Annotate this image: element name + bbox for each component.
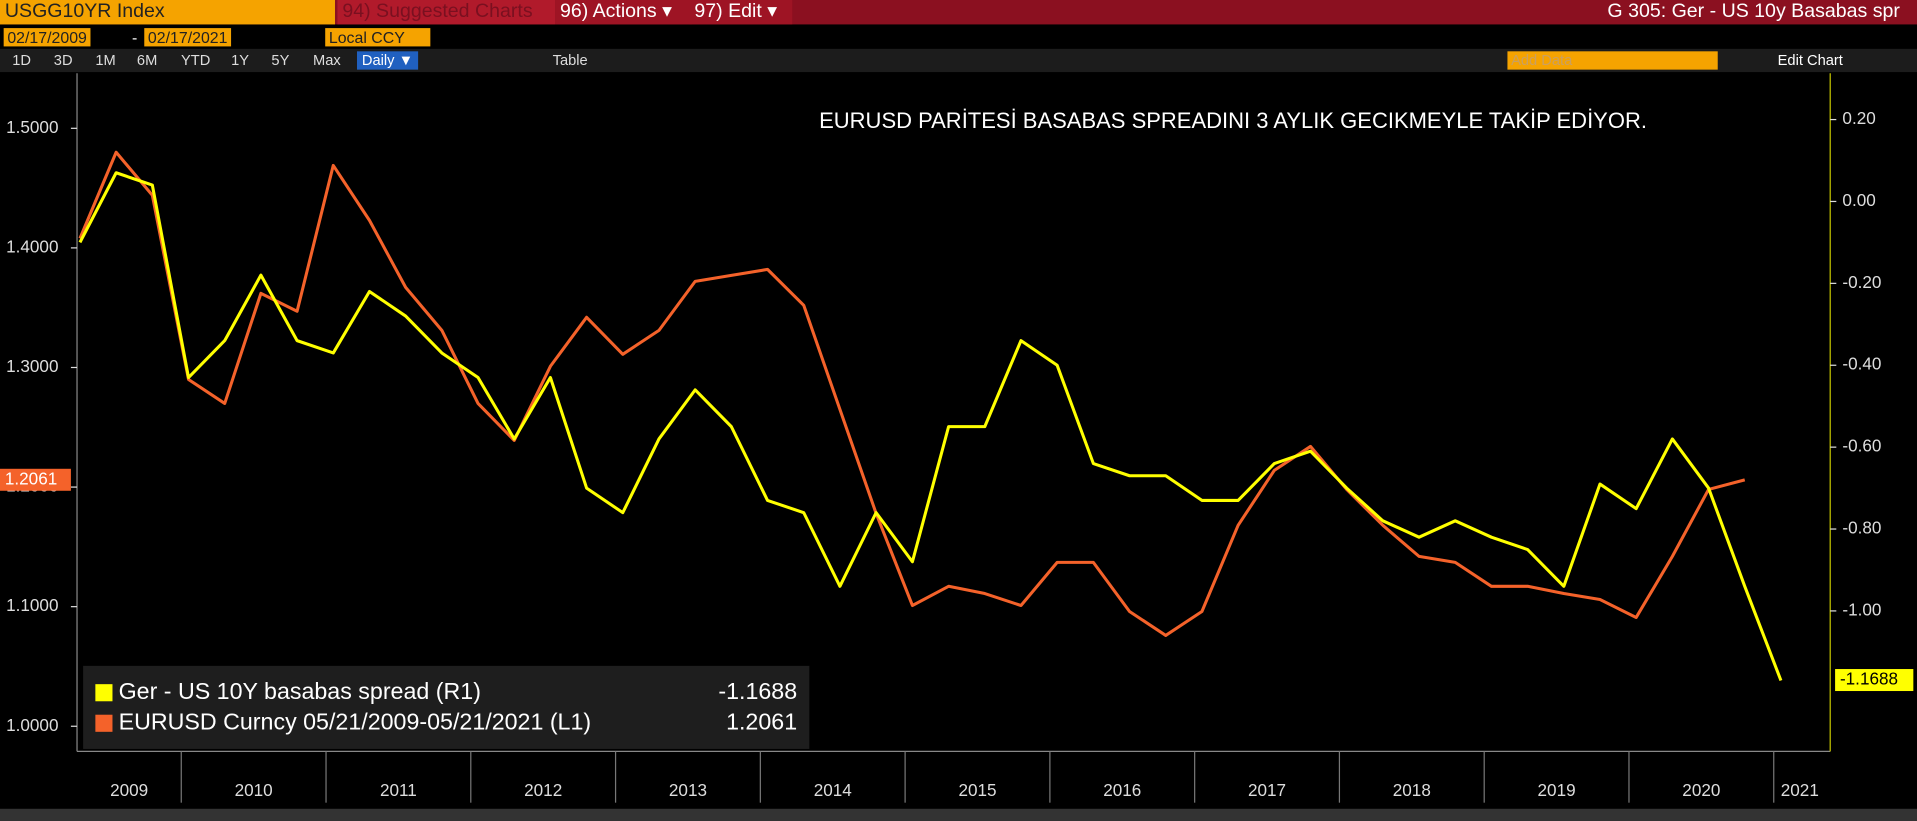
x-tick-label: 2019 <box>1538 781 1576 800</box>
period-button[interactable]: 5Y <box>271 51 290 69</box>
x-tick-label: 2010 <box>235 781 273 800</box>
ticker[interactable]: USGG10YR Index <box>0 0 335 25</box>
date-sep: - <box>132 28 138 47</box>
x-tick-label: 2009 <box>110 781 148 800</box>
x-tick-label: 2020 <box>1682 781 1720 800</box>
series-line <box>78 150 1746 637</box>
menu-item[interactable]: 94) Suggested Charts <box>337 0 556 25</box>
y-tick-label: 1.1000 <box>6 596 58 615</box>
x-tick-label: 2013 <box>669 781 707 800</box>
y2-tick-label: -0.60 <box>1842 437 1881 456</box>
legend-box <box>83 665 810 749</box>
x-tick-label: 2021 <box>1781 781 1819 800</box>
x-tick-label: 2011 <box>380 781 417 800</box>
start-date[interactable]: 02/17/2009 <box>3 28 91 47</box>
x-axis-band <box>0 751 1917 807</box>
y2-tick-label: -0.40 <box>1842 355 1881 374</box>
end-date[interactable]: 02/17/2021 <box>144 28 232 47</box>
chart-title: G 305: Ger - US 10y Basabas spr <box>1607 1 1900 22</box>
value-tag-label: 1.2061 <box>5 469 57 488</box>
date-bar <box>0 25 1917 48</box>
table-button[interactable]: Table <box>552 51 588 69</box>
y-tick-label: 1.4000 <box>6 237 58 256</box>
annotation: EURUSD PARİTESİ BASABAS SPREADINI 3 AYLI… <box>819 108 1647 133</box>
legend-swatch <box>95 684 113 702</box>
period-button[interactable]: Max <box>312 51 341 69</box>
y2-tick-label: -1.00 <box>1842 600 1881 619</box>
x-tick-label: 2018 <box>1393 781 1431 800</box>
value-tag-label: -1.1688 <box>1840 670 1898 689</box>
legend-label: EURUSD Curncy 05/21/2009-05/21/2021 (L1) <box>119 708 592 734</box>
add-data[interactable]: Add Data <box>1507 51 1718 70</box>
y2-tick-label: -0.20 <box>1842 273 1881 292</box>
value-tag <box>0 468 71 491</box>
menu-item[interactable]: 96) Actions ▾ <box>555 0 692 25</box>
series-line <box>78 171 1783 682</box>
toolbar <box>0 48 1917 73</box>
legend-value: -1.1688 <box>718 678 797 704</box>
period-button[interactable]: 3D <box>53 51 73 69</box>
menu-item[interactable]: 97) Edit ▾ <box>689 0 793 25</box>
value-tag <box>1835 669 1914 692</box>
period-button[interactable]: YTD <box>180 51 211 69</box>
legend-swatch <box>95 714 113 732</box>
y2-tick-label: 0.20 <box>1842 109 1875 128</box>
period-button[interactable]: 1M <box>95 51 116 69</box>
legend-label: Ger - US 10Y basabas spread (R1) <box>119 678 481 704</box>
period-button[interactable]: 1D <box>12 51 31 69</box>
y2-tick-label: 0.00 <box>1842 191 1875 210</box>
currency[interactable]: Local CCY <box>325 28 431 47</box>
x-tick-label: 2017 <box>1248 781 1286 800</box>
x-tick-label: 2016 <box>1103 781 1141 800</box>
y-tick-label: 1.5000 <box>6 118 58 137</box>
y-tick-label: 1.3000 <box>6 357 58 376</box>
status-bar <box>0 808 1917 821</box>
period-button[interactable]: 6M <box>136 51 158 69</box>
edit-chart[interactable]: Edit Chart <box>1777 51 1843 69</box>
legend-value: 1.2061 <box>726 708 797 734</box>
y2-tick-label: -0.80 <box>1842 519 1881 538</box>
x-tick-label: 2015 <box>958 781 996 800</box>
x-tick-label: 2014 <box>814 781 853 800</box>
period-button[interactable]: 1Y <box>231 51 250 69</box>
frequency[interactable]: Daily ▼ <box>356 51 418 70</box>
y-tick-label: 1.0000 <box>6 716 58 735</box>
x-tick-label: 2012 <box>524 781 562 800</box>
